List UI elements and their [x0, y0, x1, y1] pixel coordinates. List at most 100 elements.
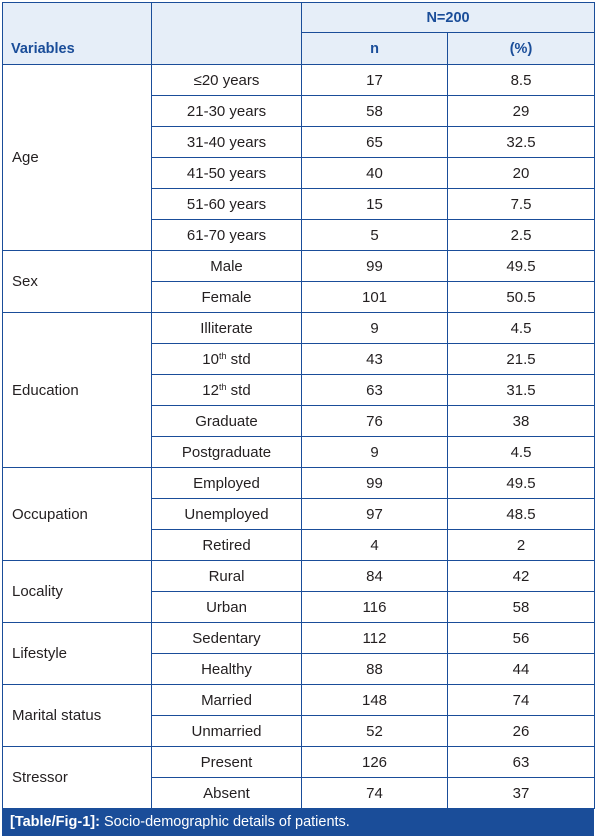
count-cell: 9 — [301, 436, 448, 468]
table-row: Lifestyle Sedentary 112 56 — [2, 622, 596, 685]
percent-cell: 26 — [446, 715, 596, 747]
percent-cell: 48.5 — [446, 498, 596, 530]
category-label: 10th std — [151, 343, 302, 375]
category-label: 12th std — [151, 374, 302, 406]
count-cell: 43 — [301, 343, 448, 375]
percent-cell: 63 — [446, 746, 596, 778]
percent-cell: 56 — [446, 622, 596, 654]
category-label-text: Graduate — [195, 412, 258, 430]
count-cell: 148 — [301, 684, 448, 716]
category-label: Employed — [151, 467, 302, 499]
table-row: Postgraduate 9 4.5 — [3, 436, 596, 468]
header-percent: (%) — [446, 32, 596, 65]
category-label: Unemployed — [151, 498, 302, 530]
category-label: Present — [151, 746, 302, 778]
count-cell: 126 — [301, 746, 448, 778]
percent-cell: 29 — [446, 95, 596, 127]
count-cell: 9 — [301, 312, 448, 344]
count-cell: 63 — [301, 374, 448, 406]
category-label: 21-30 years — [151, 95, 302, 127]
category-label: Married — [151, 684, 302, 716]
category-label-text: 12 — [202, 381, 219, 399]
count-cell: 97 — [301, 498, 448, 530]
table-row: 31-40 years 65 32.5 — [3, 126, 596, 158]
table-row: Locality Rural 84 42 — [2, 560, 596, 623]
category-label: Sedentary — [151, 622, 302, 654]
category-label-text: Urban — [206, 598, 247, 616]
count-cell: 112 — [301, 622, 448, 654]
table-row: Education Illiterate 9 4.5 — [2, 312, 596, 468]
category-label: Female — [151, 281, 302, 313]
percent-cell: 38 — [446, 405, 596, 437]
category-label-text: Sedentary — [192, 629, 261, 647]
count-cell: 5 — [301, 219, 448, 251]
category-label-text: 51-60 years — [186, 195, 267, 213]
count-cell: 99 — [301, 467, 448, 499]
percent-cell: 49.5 — [446, 250, 596, 282]
category-label: Illiterate — [151, 312, 302, 344]
variable-group-label: Sex — [2, 250, 152, 313]
table-row: Absent 74 37 — [3, 777, 596, 809]
category-label-text: Employed — [193, 474, 260, 492]
variable-group-label: Marital status — [2, 684, 152, 747]
category-label: 41-50 years — [151, 157, 302, 189]
percent-cell: 31.5 — [446, 374, 596, 406]
table-row: Graduate 76 38 — [3, 405, 596, 437]
table-row: Unemployed 97 48.5 — [3, 498, 596, 530]
category-label: 31-40 years — [151, 126, 302, 158]
table-row: Urban 116 58 — [3, 591, 596, 623]
percent-cell: 20 — [446, 157, 596, 189]
percent-cell: 32.5 — [446, 126, 596, 158]
table-row: 12th std 63 31.5 — [3, 374, 596, 406]
count-cell: 84 — [301, 560, 448, 592]
category-label-suffix: std — [226, 381, 251, 399]
count-cell: 52 — [301, 715, 448, 747]
table-header: Variables N=200 n (%) — [2, 2, 596, 65]
table-row: Healthy 88 44 — [3, 653, 596, 685]
percent-cell: 50.5 — [446, 281, 596, 313]
category-label-text: 21-30 years — [186, 102, 267, 120]
category-label-text: ≤20 years — [193, 71, 260, 89]
socio-demographic-table: Variables N=200 n (%) Age ≤20 years 17 8.5 2… — [2, 2, 596, 809]
category-label: Rural — [151, 560, 302, 592]
count-cell: 15 — [301, 188, 448, 220]
percent-cell: 7.5 — [446, 188, 596, 220]
category-label-text: Unmarried — [191, 722, 262, 740]
category-label: ≤20 years — [151, 64, 302, 96]
category-label-text: Healthy — [201, 660, 252, 678]
category-label-text: Female — [201, 288, 252, 306]
table-row: 51-60 years 15 7.5 — [3, 188, 596, 220]
count-cell: 40 — [301, 157, 448, 189]
category-label-text: 41-50 years — [186, 164, 267, 182]
table-row: 41-50 years 40 20 — [3, 157, 596, 189]
category-label-text: Retired — [202, 536, 251, 554]
category-label: Urban — [151, 591, 302, 623]
ordinal-suffix: th — [218, 350, 227, 361]
ordinal-suffix: th — [218, 381, 227, 392]
category-label: Unmarried — [151, 715, 302, 747]
caption-tag: [Table/Fig-1]: — [10, 814, 100, 830]
table-row: Age ≤20 years 17 8.5 — [2, 64, 596, 251]
category-label-text: Rural — [208, 567, 245, 585]
percent-cell: 42 — [446, 560, 596, 592]
table-row: Occupation Employed 99 49.5 — [2, 467, 596, 561]
table-caption: [Table/Fig-1]: Socio-demographic details… — [2, 808, 594, 836]
count-cell: 65 — [301, 126, 448, 158]
variable-group-label: Lifestyle — [2, 622, 152, 685]
variable-group-label: Age — [2, 64, 152, 251]
category-label-text: Postgraduate — [181, 443, 272, 461]
table-row: 10th std 43 21.5 — [3, 343, 596, 375]
category-label-text: 10 — [202, 350, 219, 368]
category-label-text: Present — [200, 753, 253, 771]
table-row: Unmarried 52 26 — [3, 715, 596, 747]
percent-cell: 4.5 — [446, 312, 596, 344]
category-label: Absent — [151, 777, 302, 809]
category-label-suffix: std — [226, 350, 251, 368]
category-label-text: 31-40 years — [186, 133, 267, 151]
count-cell: 58 — [301, 95, 448, 127]
percent-cell: 49.5 — [446, 467, 596, 499]
percent-cell: 74 — [446, 684, 596, 716]
count-cell: 17 — [301, 64, 448, 96]
count-cell: 101 — [301, 281, 448, 313]
table-row: Marital status Married 148 74 — [2, 684, 596, 747]
